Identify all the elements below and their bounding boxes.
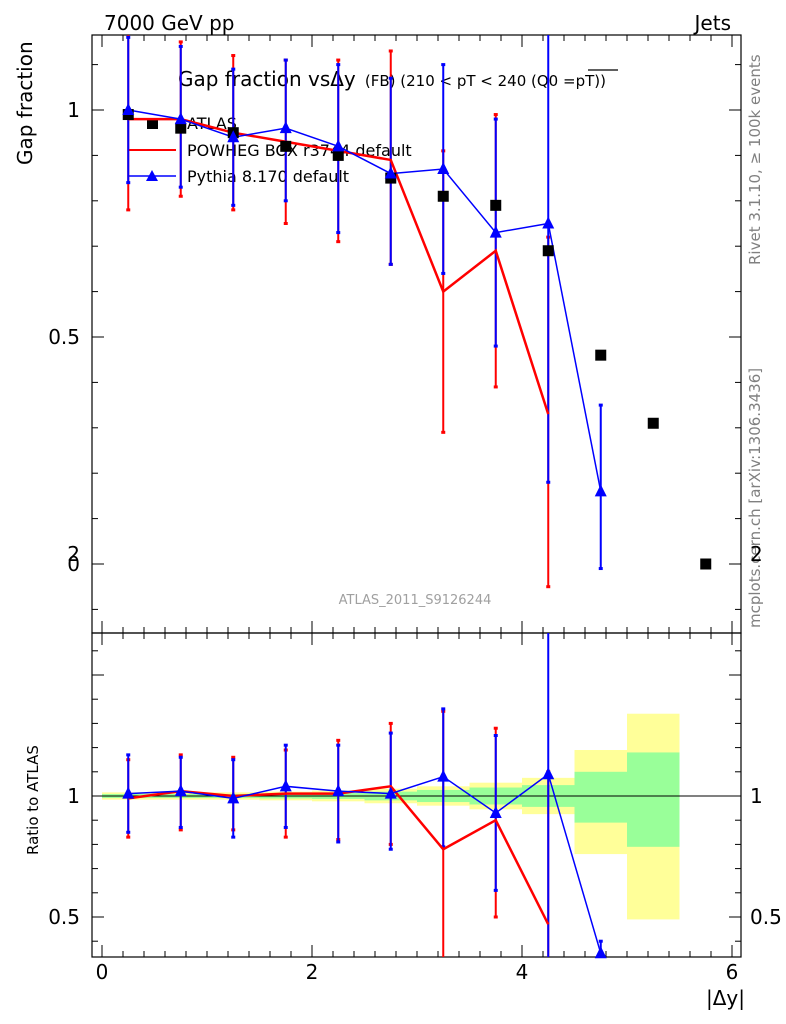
x-tick-label: 6 — [726, 960, 739, 984]
pythia-ratio-point — [594, 946, 607, 959]
ratio-tick-label-right: 0.5 — [750, 905, 782, 929]
atlas-point — [437, 190, 449, 202]
legend-atlas-label: ATLAS — [187, 114, 237, 133]
x-axis-label: |Δy| — [706, 986, 745, 1010]
chart-title-sub: (FB) (210 < pT < 240 (Q0 =pT)) — [365, 72, 606, 90]
pythia-point — [437, 162, 450, 175]
pythia-ratio-point — [279, 779, 292, 792]
pythia-line — [128, 109, 602, 492]
atlas-point — [175, 122, 187, 134]
analysis-label: ATLAS_2011_S9126244 — [339, 593, 492, 608]
pythia-ratio-point — [174, 784, 187, 797]
pythia-point — [332, 139, 345, 152]
pythia-point — [174, 112, 187, 125]
pythia-ratio-point — [542, 767, 555, 780]
ratio-band-inner — [627, 752, 680, 847]
ratio-tick-label-left: 2 — [67, 542, 80, 566]
pythia-point — [227, 130, 240, 143]
y-tick-label: 0 — [67, 552, 80, 576]
chart-title: Gap fraction vsΔy (FB) (210 < pT < 240 (… — [178, 67, 606, 91]
atlas-point — [332, 149, 344, 161]
category-label: Jets — [693, 11, 731, 35]
pythia-ratio-point — [384, 786, 397, 799]
pythia-ratio-point — [332, 784, 345, 797]
pythia-point — [542, 216, 555, 229]
y-tick-label: 1 — [67, 98, 80, 122]
atlas-point — [595, 349, 607, 361]
chart-title-main: Gap fraction vsΔy — [178, 67, 356, 91]
legend-pythia-marker — [146, 170, 158, 181]
atlas-point — [280, 140, 292, 152]
atlas-point — [542, 245, 554, 257]
pythia-point — [384, 166, 397, 179]
pythia-point — [122, 103, 135, 115]
pythia-ratio-point — [489, 805, 502, 818]
ratio-axis-label: Ratio to ATLAS — [24, 745, 42, 855]
atlas-point — [647, 417, 659, 429]
energy-label: 7000 GeV pp — [104, 11, 235, 35]
pythia-point — [279, 121, 292, 134]
ratio-tick-label-left: 0.5 — [48, 905, 80, 929]
pythia-ratio-point — [437, 769, 450, 782]
legend-pythia-label: Pythia 8.170 default — [187, 167, 349, 186]
pythia-ratio-point — [122, 786, 135, 799]
y-tick-label: 0.5 — [48, 325, 80, 349]
mcplots-label: mcplots.cern.ch [arXiv:1306.3436] — [746, 368, 764, 628]
legend-atlas-marker — [147, 118, 158, 129]
atlas-point — [490, 199, 502, 211]
ratio-band-inner — [574, 771, 627, 823]
rivet-version-label: Rivet 3.1.10, ≥ 100k events — [746, 54, 764, 265]
y-axis-label: Gap fraction — [13, 41, 37, 165]
x-tick-label: 4 — [516, 960, 529, 984]
ratio-tick-label-left: 1 — [67, 784, 80, 808]
pythia-ratio-line — [128, 772, 602, 954]
ratio-tick-label-right: 2 — [750, 542, 763, 566]
data-series — [122, 35, 712, 959]
x-tick-label: 0 — [96, 960, 109, 984]
pythia-point — [489, 225, 502, 238]
x-tick-label: 2 — [306, 960, 319, 984]
ratio-tick-label-right: 1 — [750, 784, 763, 808]
atlas-point — [700, 558, 712, 570]
pythia-ratio-point — [227, 791, 240, 804]
pythia-point — [594, 484, 607, 497]
